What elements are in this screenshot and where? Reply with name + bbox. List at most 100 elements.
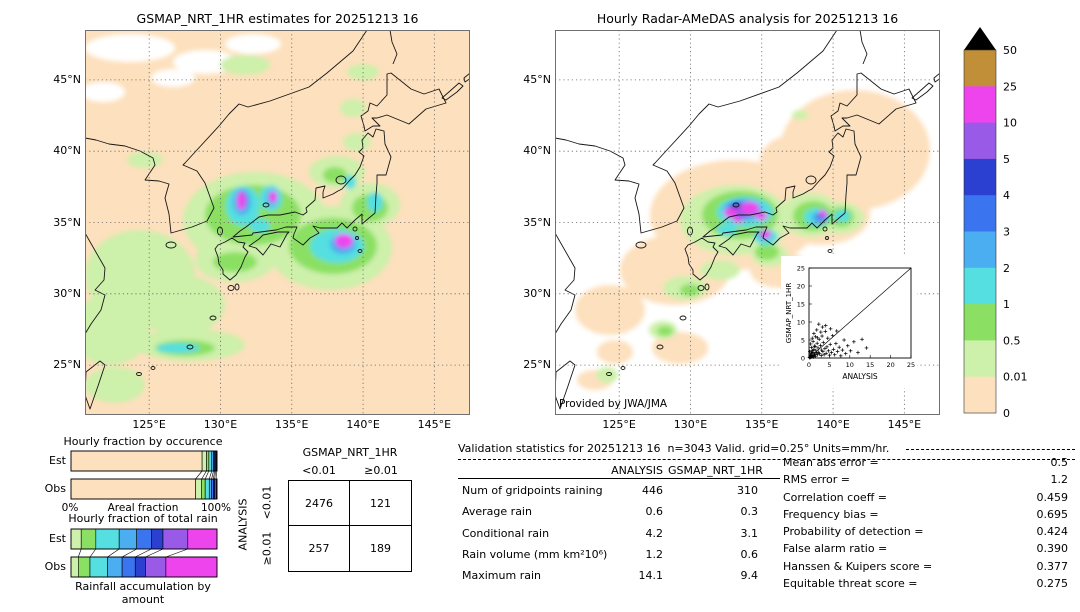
- validation-title: Validation statistics for 20251213 16 n=…: [458, 442, 890, 455]
- lon-tick-label: 140°E: [346, 418, 380, 431]
- stat-label: Maximum rain: [462, 569, 541, 583]
- lon-tick-label: 130°E: [203, 418, 238, 431]
- svg-text:10: 10: [797, 318, 805, 326]
- validation-row: Maximum rain 14.1 9.4: [458, 564, 780, 585]
- validation-row: Conditional rain 4.2 3.1: [458, 522, 780, 543]
- contingency-col-label-ge: ≥0.01: [364, 464, 398, 477]
- stat-gsmap-value: 3.1: [740, 526, 759, 540]
- contingency-col-axis-label: GSMAP_NRT_1HR: [302, 446, 398, 459]
- totalrain-obs-label: Obs: [44, 560, 66, 573]
- score-row: Hanssen & Kuipers score = 0.377: [783, 560, 1080, 577]
- radar-map: 00 5 5 10 10 15 15 20 20 25 25 ANALYSIS GSMAP_NRT_1H…: [555, 30, 940, 415]
- svg-text:15: 15: [797, 300, 805, 308]
- colorbar-segment: [964, 231, 996, 269]
- lat-tick-label: 35°N: [53, 215, 81, 229]
- stat-label: Rain volume (mm km²10⁶): [462, 547, 608, 561]
- score-label: Equitable threat score =: [783, 577, 918, 591]
- lat-tick-label: 30°N: [523, 286, 551, 300]
- svg-text:5: 5: [801, 336, 805, 344]
- occurrence-est-label: Est: [49, 454, 66, 467]
- stat-analysis-value: 4.2: [645, 526, 664, 540]
- lat-tick-label: 40°N: [53, 144, 81, 158]
- totalrain-bars: [70, 528, 218, 578]
- divider: [906, 449, 1075, 450]
- svg-text:20: 20: [797, 282, 805, 290]
- score-row: RMS error = 1.2: [783, 473, 1080, 490]
- stat-analysis-value: 1.2: [645, 547, 664, 561]
- precip-blobs: [85, 34, 400, 403]
- svg-text:25: 25: [797, 264, 805, 272]
- occurrence-obs-label: Obs: [44, 482, 66, 495]
- lon-tick-label: 140°E: [816, 418, 850, 431]
- score-label: Probability of detection =: [783, 525, 924, 539]
- contingency-cell: 257: [289, 526, 350, 571]
- colorbar-segment: [964, 86, 996, 123]
- coastline: [555, 30, 940, 410]
- colorbar-tick-label: 5: [1003, 153, 1010, 166]
- inset-ylabel: GSMAP_NRT_1HR: [785, 283, 793, 344]
- score-value: 0.424: [1036, 525, 1069, 539]
- lat-tick-label: 35°N: [523, 215, 551, 229]
- right-map-title: Hourly Radar-AMeDAS analysis for 2025121…: [596, 11, 899, 26]
- stat-gsmap-value: 0.3: [740, 505, 759, 519]
- totalrain-title: Hourly fraction of total rain: [68, 512, 218, 525]
- totalrain-caption: Rainfall accumulation by amount: [75, 580, 211, 606]
- score-label: RMS error =: [783, 473, 850, 487]
- contingency-cell: 121: [350, 481, 411, 526]
- occurrence-bars: [70, 450, 218, 500]
- occurrence-title: Hourly fraction by occurence: [63, 435, 223, 448]
- colorbar-tick-label: 0.01: [1003, 371, 1028, 384]
- colorbar-segment: [964, 267, 996, 305]
- svg-text:0: 0: [801, 354, 805, 362]
- score-label: Mean abs error =: [783, 456, 879, 469]
- score-row: Correlation coeff = 0.459: [783, 491, 1080, 508]
- svg-text:10: 10: [846, 361, 854, 369]
- data-credit: Provided by JWA/JMA: [559, 398, 668, 410]
- score-value: 0.377: [1036, 559, 1069, 573]
- graticule: [555, 30, 940, 415]
- lat-tick-label: 25°N: [53, 358, 81, 372]
- score-value: 0.695: [1036, 507, 1069, 521]
- lon-tick-label: 145°E: [417, 418, 452, 431]
- lat-tick-label: 45°N: [523, 72, 551, 86]
- score-label: Frequency bias =: [783, 507, 879, 521]
- score-row: Probability of detection = 0.424: [783, 525, 1080, 542]
- svg-text:5: 5: [827, 361, 831, 369]
- graticule: [85, 30, 470, 415]
- lat-tick-label: 30°N: [53, 286, 81, 300]
- colorbar-tick-label: 0.5: [1003, 334, 1021, 347]
- colorbar-tick-label: 0: [1003, 407, 1010, 420]
- colorbar-tick-label: 1: [1003, 298, 1010, 311]
- colorbar-segment: [964, 340, 996, 378]
- contingency-table: 2476 121 257 189: [288, 480, 412, 572]
- stat-gsmap-value: 0.6: [740, 547, 759, 561]
- col-header-analysis: ANALYSIS: [611, 464, 663, 477]
- areal-fraction-0: 0%: [61, 502, 79, 514]
- score-label: Hanssen & Kuipers score =: [783, 559, 933, 573]
- colorbar-segment: [964, 50, 996, 87]
- stat-label: Num of gridpoints raining: [462, 484, 603, 497]
- colorbar: 50 25 10 5 4 3 2 1 0.5 0.01 0: [963, 27, 1028, 420]
- contingency-row-label-lt: <0.01: [260, 485, 274, 520]
- inset-scatter: 00 5 5 10 10 15 15 20 20 25 25 ANALYSIS GSMAP_NRT_1H…: [781, 256, 917, 388]
- colorbar-segment: [964, 158, 996, 196]
- gsmap-map: [85, 30, 470, 415]
- score-row: Equitable threat score = 0.275: [783, 577, 1080, 594]
- svg-text:15: 15: [866, 361, 874, 369]
- stat-analysis-value: 14.1: [638, 569, 664, 583]
- lon-tick-label: 145°E: [887, 418, 922, 431]
- inset-xlabel: ANALYSIS: [842, 372, 878, 381]
- validation-scores: Mean abs error = 0.5 RMS error = 1.2 Correla…: [783, 456, 1080, 594]
- colorbar-tick-label: 25: [1003, 80, 1017, 93]
- lon-tick-label: 125°E: [132, 418, 166, 431]
- validation-row: Num of gridpoints raining 446 310: [458, 479, 780, 500]
- score-label: Correlation coeff =: [783, 490, 887, 504]
- colorbar-segment: [964, 195, 996, 232]
- contingency-cell: 189: [370, 542, 391, 555]
- score-value: 0.390: [1036, 542, 1069, 556]
- colorbar-tick-label: 4: [1003, 189, 1010, 202]
- score-row: Mean abs error = 0.5: [783, 456, 1080, 473]
- stat-analysis-value: 0.6: [645, 505, 664, 519]
- lon-tick-label: 125°E: [602, 418, 636, 431]
- totalrain-est-label: Est: [49, 532, 66, 545]
